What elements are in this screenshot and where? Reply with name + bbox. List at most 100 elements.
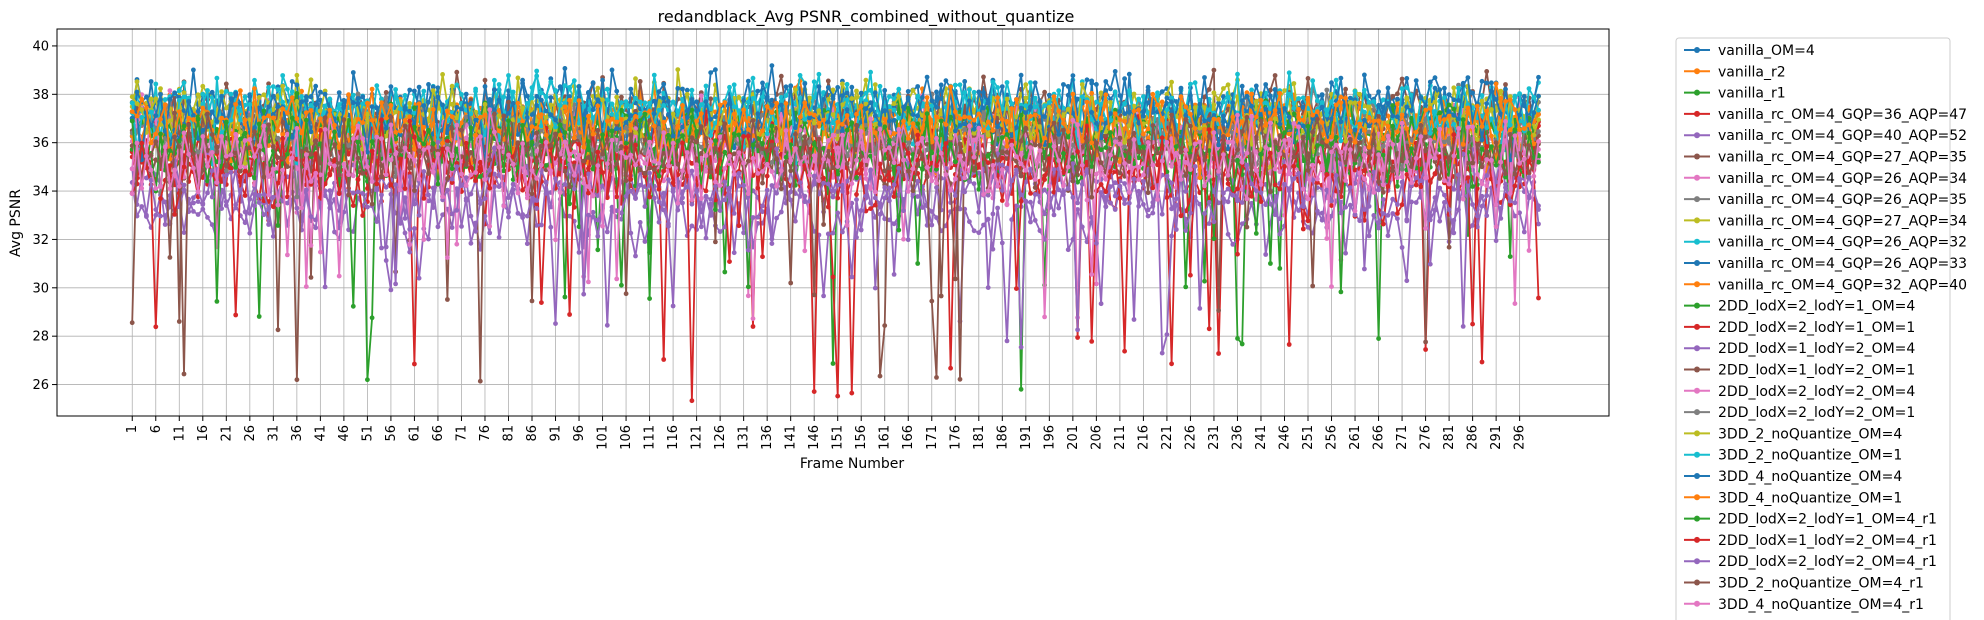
data-point — [1108, 96, 1113, 102]
data-point — [195, 199, 201, 205]
data-point — [628, 230, 634, 236]
data-point — [1282, 88, 1287, 93]
data-point — [750, 324, 756, 329]
data-point — [999, 240, 1005, 246]
data-point — [167, 97, 173, 102]
data-point — [957, 376, 963, 382]
data-point — [223, 203, 229, 208]
data-point — [454, 82, 460, 88]
data-point — [840, 81, 845, 87]
data-point — [247, 210, 253, 216]
data-point — [882, 323, 888, 328]
data-point — [1395, 101, 1400, 107]
data-point — [713, 96, 718, 102]
data-point — [769, 241, 775, 247]
data-point — [849, 84, 855, 90]
data-point — [506, 99, 511, 105]
data-point — [1324, 87, 1330, 93]
data-point — [303, 284, 309, 289]
data-point — [407, 174, 413, 180]
data-point — [1014, 97, 1019, 102]
data-point — [736, 223, 742, 229]
data-point — [449, 211, 455, 217]
data-point — [891, 272, 897, 277]
data-point — [1343, 86, 1348, 92]
data-point — [562, 294, 568, 300]
data-point — [1042, 237, 1047, 242]
data-point — [1202, 278, 1207, 284]
data-point — [595, 247, 601, 253]
data-point — [1136, 96, 1142, 102]
data-point — [887, 185, 892, 191]
data-point — [1329, 80, 1334, 86]
data-point — [637, 79, 643, 84]
data-point — [1131, 91, 1137, 97]
data-point — [661, 357, 667, 362]
data-point — [369, 315, 375, 321]
data-point — [619, 94, 624, 100]
data-point — [642, 239, 648, 244]
data-point — [952, 82, 958, 88]
data-point — [416, 275, 422, 281]
data-point — [717, 229, 723, 235]
data-point — [402, 230, 408, 236]
data-point — [1014, 203, 1019, 209]
data-point — [219, 89, 225, 94]
data-point — [176, 88, 182, 93]
data-point — [1442, 95, 1447, 101]
data-point — [492, 184, 497, 190]
data-point — [1225, 199, 1231, 205]
series-lines — [129, 63, 1541, 404]
data-point — [910, 88, 916, 93]
data-point — [454, 207, 460, 213]
data-point — [887, 94, 892, 99]
data-point — [967, 87, 972, 92]
data-point — [731, 145, 737, 151]
data-point — [261, 108, 267, 114]
data-point — [1037, 228, 1043, 234]
data-point — [308, 243, 314, 248]
data-point — [294, 82, 300, 88]
data-point — [840, 93, 845, 99]
data-point — [835, 210, 841, 216]
data-point — [1164, 332, 1170, 337]
data-point — [313, 83, 319, 89]
data-point — [1141, 202, 1146, 207]
data-point — [308, 275, 314, 280]
data-point — [778, 73, 784, 79]
data-point — [1277, 266, 1283, 271]
data-point — [999, 84, 1005, 89]
data-point — [1470, 223, 1475, 228]
data-point — [223, 105, 229, 111]
data-point — [1094, 99, 1099, 105]
data-point — [882, 195, 888, 201]
data-point — [642, 100, 648, 106]
data-point — [445, 187, 450, 193]
data-point — [252, 77, 257, 83]
data-point — [985, 216, 991, 222]
data-point — [492, 77, 497, 83]
data-point — [435, 85, 441, 91]
data-point — [971, 228, 977, 234]
data-point — [374, 185, 380, 191]
data-point — [1018, 386, 1024, 392]
data-point — [1065, 134, 1071, 140]
data-point — [1498, 88, 1504, 94]
data-point — [1357, 140, 1363, 146]
data-point — [266, 85, 271, 90]
data-point — [1399, 76, 1405, 82]
data-point — [1108, 86, 1113, 92]
data-point — [256, 200, 262, 206]
data-point — [1070, 73, 1076, 78]
data-point — [915, 84, 921, 89]
data-point — [1432, 85, 1438, 91]
data-point — [1437, 218, 1443, 224]
data-point — [440, 72, 445, 77]
data-point — [1423, 347, 1428, 352]
data-point — [1296, 208, 1301, 213]
data-point — [1315, 98, 1320, 103]
data-point — [708, 70, 714, 75]
data-point — [383, 90, 389, 95]
data-point — [336, 208, 342, 213]
data-point — [689, 223, 695, 229]
